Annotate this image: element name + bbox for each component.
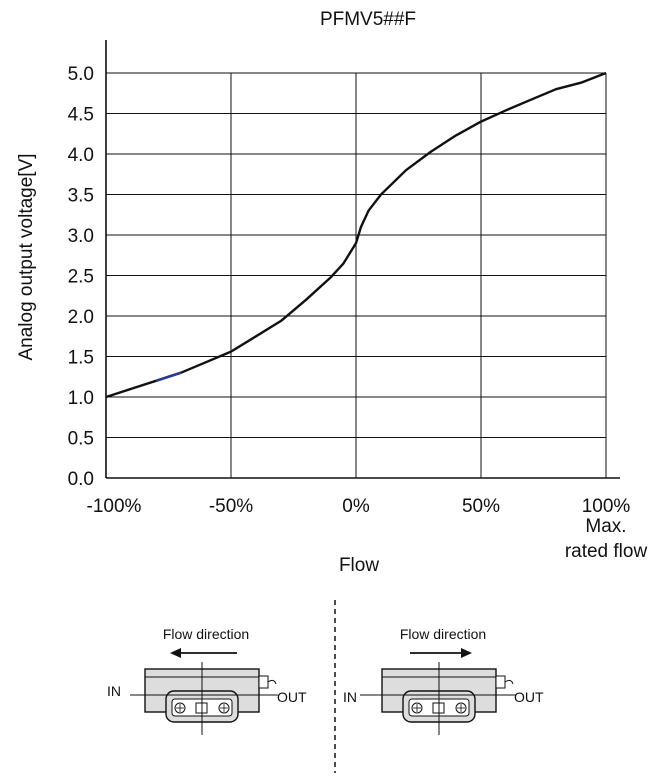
out-label: OUT: [514, 689, 544, 705]
x-tick-label: -100%: [87, 496, 142, 517]
series-line: [105, 71, 607, 399]
arrow-left-icon: [170, 648, 181, 658]
x-axis-label: Flow: [339, 555, 379, 576]
in-label: IN: [343, 689, 357, 705]
connector-icon: [495, 675, 506, 689]
axes: [105, 40, 620, 479]
y-tick-label: 2.0: [68, 307, 94, 328]
y-tick-label: 3.0: [68, 226, 94, 247]
series-layer: [105, 71, 607, 399]
flow-direction-caption: Flow direction: [163, 626, 249, 642]
x-end-note-line1: Max.: [585, 516, 626, 537]
flow-direction-caption: Flow direction: [400, 626, 486, 642]
chart-title: PFMV5##F: [320, 9, 416, 30]
x-tick-label: 0%: [342, 496, 370, 517]
y-tick-label: 3.5: [68, 186, 94, 207]
out-label: OUT: [277, 689, 307, 705]
y-tick-label: 4.0: [68, 145, 94, 166]
y-tick-label: 0.5: [68, 429, 94, 450]
y-axis-label: Analog output voltage[V]: [16, 153, 37, 360]
flow-diagram-right: Flow direction IN OUT: [343, 626, 544, 735]
cable-icon: [504, 679, 514, 685]
connector-icon: [258, 675, 269, 689]
y-tick-label: 2.5: [68, 267, 94, 288]
y-tick-label: 5.0: [68, 64, 94, 85]
series-highlight: [155, 371, 182, 383]
y-tick-label: 0.0: [68, 469, 94, 490]
y-tick-label: 4.5: [68, 105, 94, 126]
x-tick-label: 50%: [462, 496, 500, 517]
arrow-right-icon: [461, 648, 472, 658]
in-label: IN: [107, 683, 121, 699]
x-tick-label: -50%: [209, 496, 253, 517]
y-ticks: 0.0 0.5 1.0 1.5 2.0 2.5 3.0 3.5 4.0 4.5 5.0: [68, 64, 94, 490]
x-end-note-line2: rated flow: [565, 541, 648, 562]
x-tick-label: 100%: [582, 496, 631, 517]
y-tick-label: 1.5: [68, 348, 94, 369]
flow-diagram-left: Flow direction IN OUT: [107, 626, 307, 735]
cable-icon: [267, 679, 277, 685]
y-tick-label: 1.0: [68, 388, 94, 409]
x-ticks: -100% -50% 0% 50% 100%: [87, 496, 631, 517]
grid: [106, 72, 607, 478]
